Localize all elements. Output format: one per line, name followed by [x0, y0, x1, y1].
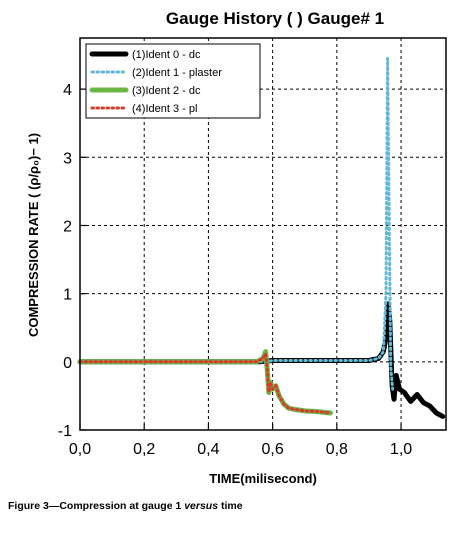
- x-tick-label: 0,8: [326, 441, 348, 458]
- legend: (1)Ident 0 - dc (2)Ident 1 - plaster (3)Id…: [85, 43, 261, 119]
- x-tick-label: 0,4: [197, 441, 219, 458]
- chart: Gauge History ( ) Gauge# 1 0,0 0,2 0,4 0,6 0…: [26, 9, 447, 486]
- x-axis-label: TIME(milisecond): [209, 471, 317, 486]
- legend-label: (1)Ident 0 - dc: [132, 49, 201, 61]
- series-line-4: [78, 352, 332, 415]
- x-tick-label: 1,0: [390, 441, 412, 458]
- y-tick-label: 3: [63, 150, 72, 167]
- chart-title: Gauge History ( ) Gauge# 1: [166, 9, 384, 28]
- plot-frame: [79, 37, 447, 431]
- figure-caption: Figure 3—Compression at gauge 1 versus t…: [8, 500, 243, 512]
- legend-label: (3)Ident 2 - dc: [132, 85, 201, 97]
- y-tick-label: -1: [58, 423, 72, 440]
- y-tick-label: 4: [63, 82, 72, 99]
- x-tick-label: 0,0: [69, 441, 91, 458]
- series-lines: [77, 57, 446, 419]
- y-axis-label: COMPRESSION RATE ( (ρ/ρ₀)− 1): [26, 133, 41, 337]
- y-tick-label: 1: [63, 287, 72, 304]
- legend-label: (4)Ident 3 - pl: [132, 103, 197, 115]
- y-tick-label: 2: [63, 218, 72, 235]
- y-tick-label: 0: [63, 355, 72, 372]
- caption-italic: versus: [184, 500, 219, 512]
- axis-ticks: 0,0 0,2 0,4 0,6 0,8 1,0 -1 0 1 2 3 4: [58, 82, 413, 458]
- caption-prefix: Figure 3—Compression at gauge 1: [8, 500, 185, 512]
- legend-label: (2)Ident 1 - plaster: [132, 67, 222, 79]
- x-tick-label: 0,6: [262, 441, 284, 458]
- caption-suffix: time: [218, 500, 243, 512]
- x-tick-label: 0,2: [133, 441, 155, 458]
